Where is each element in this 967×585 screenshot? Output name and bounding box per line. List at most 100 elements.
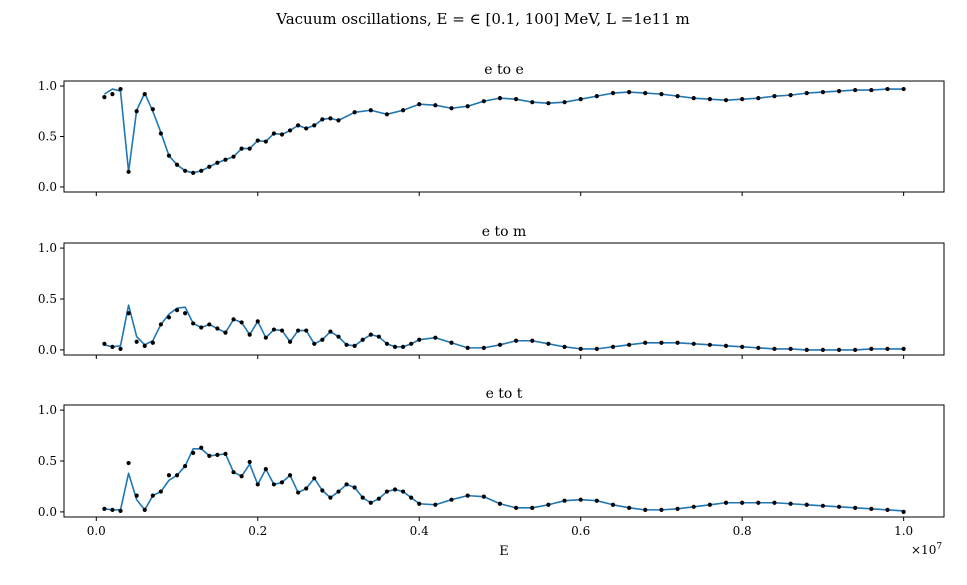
figure-suptitle: Vacuum oscillations, E = ∈ [0.1, 100] Me… xyxy=(275,10,690,28)
data-point xyxy=(385,489,389,493)
data-point xyxy=(110,92,114,96)
data-point xyxy=(756,346,760,350)
data-point xyxy=(126,170,130,174)
subplot-title: e to t xyxy=(486,386,523,402)
x-tick-label: 1.0 xyxy=(894,524,913,538)
data-point xyxy=(433,336,437,340)
data-point xyxy=(183,464,187,468)
data-point xyxy=(902,87,906,91)
data-point xyxy=(320,488,324,492)
data-point xyxy=(449,106,453,110)
data-point xyxy=(675,341,679,345)
data-point xyxy=(272,131,276,135)
data-point xyxy=(692,505,696,509)
y-tick-label: 0.0 xyxy=(38,343,57,357)
data-point xyxy=(167,315,171,319)
data-point xyxy=(304,328,308,332)
data-point xyxy=(312,476,316,480)
data-point xyxy=(304,486,308,490)
data-point xyxy=(498,502,502,506)
data-point xyxy=(724,344,728,348)
data-point xyxy=(336,335,340,339)
data-point xyxy=(417,502,421,506)
x-axis-label: E xyxy=(499,544,509,559)
data-point xyxy=(837,348,841,352)
data-point xyxy=(482,346,486,350)
data-point xyxy=(885,508,889,512)
data-point xyxy=(288,473,292,477)
data-point xyxy=(175,308,179,312)
data-point xyxy=(102,342,106,346)
data-point xyxy=(272,327,276,331)
x-tick-label: 0.6 xyxy=(571,524,590,538)
data-point xyxy=(869,507,873,511)
data-point xyxy=(264,139,268,143)
data-point xyxy=(692,96,696,100)
data-point xyxy=(401,108,405,112)
data-point xyxy=(353,485,357,489)
data-point xyxy=(393,345,397,349)
data-point xyxy=(466,494,470,498)
data-point xyxy=(643,341,647,345)
data-point xyxy=(110,345,114,349)
data-point xyxy=(643,508,647,512)
data-point xyxy=(530,100,534,104)
data-point xyxy=(191,321,195,325)
data-point xyxy=(514,339,518,343)
data-point xyxy=(546,101,550,105)
data-point xyxy=(393,487,397,491)
data-point xyxy=(288,128,292,132)
data-point xyxy=(191,171,195,175)
data-point xyxy=(546,503,550,507)
data-point xyxy=(869,347,873,351)
data-point xyxy=(167,154,171,158)
data-point xyxy=(611,91,615,95)
data-point xyxy=(175,473,179,477)
y-tick-label: 0.5 xyxy=(38,292,57,306)
data-point xyxy=(328,116,332,120)
data-point xyxy=(215,326,219,330)
data-point xyxy=(143,344,147,348)
data-point xyxy=(248,460,252,464)
data-point xyxy=(449,341,453,345)
data-point xyxy=(885,347,889,351)
x-offset-base: ×10 xyxy=(911,543,936,557)
data-point xyxy=(256,319,260,323)
data-point xyxy=(102,507,106,511)
data-point xyxy=(240,474,244,478)
data-point xyxy=(772,94,776,98)
data-point xyxy=(853,88,857,92)
data-point xyxy=(708,503,712,507)
data-point xyxy=(175,163,179,167)
data-point xyxy=(692,342,696,346)
y-tick-label: 0.5 xyxy=(38,454,57,468)
data-point xyxy=(869,88,873,92)
data-point xyxy=(385,342,389,346)
data-point xyxy=(102,95,106,99)
y-tick-label: 0.5 xyxy=(38,130,57,144)
data-point xyxy=(562,100,566,104)
data-point xyxy=(659,92,663,96)
data-point xyxy=(805,91,809,95)
data-point xyxy=(159,131,163,135)
data-point xyxy=(498,343,502,347)
data-point xyxy=(223,331,227,335)
data-point xyxy=(151,341,155,345)
data-point xyxy=(377,497,381,501)
data-point xyxy=(143,508,147,512)
data-point xyxy=(498,96,502,100)
data-point xyxy=(708,343,712,347)
x-tick-label: 0.0 xyxy=(87,524,106,538)
data-point xyxy=(514,506,518,510)
data-point xyxy=(433,503,437,507)
data-point xyxy=(296,123,300,127)
data-point xyxy=(579,97,583,101)
data-point xyxy=(482,99,486,103)
data-point xyxy=(659,341,663,345)
data-point xyxy=(336,118,340,122)
data-point xyxy=(118,509,122,513)
x-offset-exponent: 7 xyxy=(936,542,942,552)
data-point xyxy=(789,347,793,351)
data-point xyxy=(417,338,421,342)
